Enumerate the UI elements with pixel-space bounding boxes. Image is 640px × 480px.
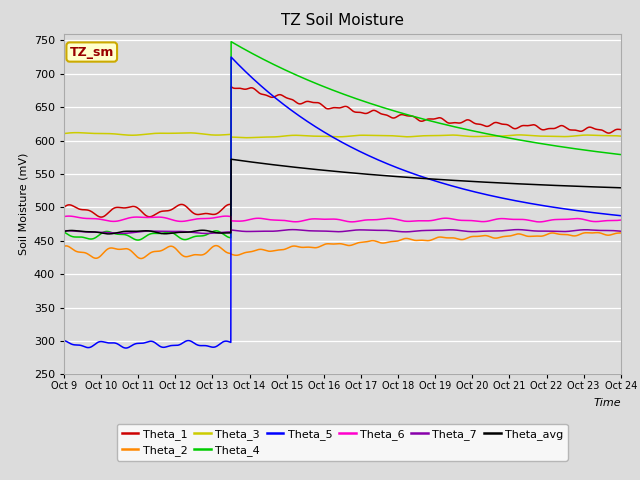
Theta_avg	[60, 228, 68, 234]
Line: Theta_6: Theta_6	[64, 216, 621, 222]
Theta_6	[440, 216, 448, 221]
Theta_5	[122, 345, 130, 351]
Theta_3	[269, 134, 276, 140]
Theta_1	[269, 95, 276, 100]
Theta_6	[179, 218, 187, 224]
Theta_5	[179, 340, 187, 346]
Theta_avg	[291, 164, 298, 170]
Theta_1	[617, 127, 625, 132]
Theta_3	[441, 132, 449, 138]
Theta_6	[291, 219, 298, 225]
Theta_6	[60, 214, 68, 219]
Theta_avg	[105, 231, 113, 237]
Theta_avg	[288, 164, 296, 170]
Theta_3	[243, 135, 250, 141]
Theta_avg	[269, 162, 276, 168]
Theta_6	[617, 217, 625, 223]
Theta_4	[60, 229, 68, 235]
Theta_2	[617, 230, 625, 236]
Legend: Theta_1, Theta_2, Theta_3, Theta_4, Theta_5, Theta_6, Theta_7, Theta_avg: Theta_1, Theta_2, Theta_3, Theta_4, Thet…	[117, 424, 568, 460]
Theta_2	[137, 256, 145, 262]
Theta_5	[441, 181, 449, 187]
Theta_2	[593, 230, 601, 236]
Theta_2	[60, 243, 68, 249]
Theta_6	[287, 218, 295, 224]
Theta_6	[536, 219, 543, 225]
Theta_2	[179, 253, 187, 259]
Theta_avg	[179, 229, 187, 235]
Theta_5	[92, 341, 100, 347]
Y-axis label: Soil Moisture (mV): Soil Moisture (mV)	[19, 153, 28, 255]
Theta_4	[269, 61, 276, 67]
Theta_7	[92, 229, 100, 235]
Theta_5	[617, 213, 625, 218]
Title: TZ Soil Moisture: TZ Soil Moisture	[281, 13, 404, 28]
Line: Theta_1: Theta_1	[64, 87, 621, 217]
Theta_1	[227, 84, 235, 90]
Theta_4	[92, 235, 100, 240]
Theta_5	[291, 110, 298, 116]
Theta_7	[179, 228, 187, 234]
Theta_6	[269, 217, 276, 223]
Line: Theta_7: Theta_7	[64, 229, 621, 233]
Theta_avg	[441, 177, 449, 183]
Theta_4	[617, 152, 625, 157]
Theta_1	[441, 118, 449, 123]
Theta_3	[179, 130, 187, 136]
Theta_7	[291, 227, 298, 232]
Theta_7	[60, 228, 68, 234]
Theta_3	[92, 131, 100, 136]
Theta_avg	[92, 229, 100, 235]
Theta_1	[179, 202, 187, 207]
Theta_4	[179, 237, 187, 242]
Theta_5	[269, 93, 276, 99]
Theta_3	[288, 132, 296, 138]
Theta_5	[288, 108, 296, 113]
Theta_7	[617, 228, 625, 234]
Theta_6	[65, 213, 72, 219]
Text: TZ_sm: TZ_sm	[70, 46, 114, 59]
Theta_1	[291, 98, 298, 104]
Theta_5	[60, 338, 68, 344]
Theta_4	[441, 121, 449, 127]
Theta_1	[288, 96, 296, 102]
Theta_2	[291, 243, 298, 249]
Theta_2	[287, 243, 295, 249]
Line: Theta_3: Theta_3	[64, 132, 621, 138]
Theta_2	[92, 255, 100, 261]
Theta_3	[617, 133, 625, 139]
Theta_6	[92, 216, 100, 222]
Theta_3	[72, 130, 80, 135]
Theta_1	[92, 212, 100, 217]
Theta_1	[97, 214, 105, 220]
Line: Theta_avg: Theta_avg	[64, 159, 621, 234]
Theta_7	[440, 227, 448, 233]
Theta_3	[291, 132, 298, 138]
Theta_avg	[227, 156, 235, 162]
Theta_7	[202, 230, 210, 236]
Theta_7	[287, 227, 295, 232]
Theta_avg	[617, 185, 625, 191]
Theta_4	[134, 237, 142, 243]
Theta_7	[269, 228, 276, 234]
Line: Theta_5: Theta_5	[64, 57, 621, 348]
Theta_4	[291, 72, 298, 77]
Theta_3	[60, 131, 68, 136]
Theta_4	[288, 70, 296, 76]
Theta_5	[227, 54, 235, 60]
Theta_4	[227, 39, 235, 45]
Theta_2	[269, 248, 276, 254]
Theta_2	[440, 235, 448, 240]
Line: Theta_2: Theta_2	[64, 233, 621, 259]
Text: Time: Time	[593, 398, 621, 408]
Theta_7	[514, 227, 522, 232]
Line: Theta_4: Theta_4	[64, 42, 621, 240]
Theta_1	[60, 204, 68, 210]
